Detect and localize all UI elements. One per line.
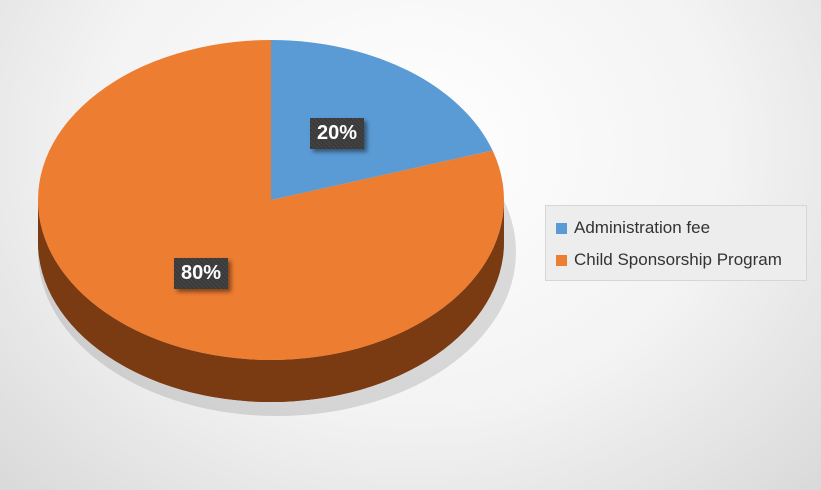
pie-slice-child-sponsorship-program [38, 40, 505, 360]
legend-entry-administration-fee: Administration fee [556, 212, 796, 244]
data-label-child-sponsorship-program: 80% [174, 258, 229, 289]
pie-side-shade-child-sponsorship-program [38, 200, 504, 402]
legend: Administration fee Child Sponsorship Pro… [545, 205, 807, 281]
legend-swatch-administration-fee [556, 222, 567, 234]
legend-label: Administration fee [574, 218, 711, 237]
pie-slice-administration-fee [271, 40, 493, 200]
legend-swatch-child-sponsorship-program [556, 254, 567, 266]
data-label-administration-fee: 20% [310, 118, 365, 149]
legend-label: Child Sponsorship Program [574, 250, 782, 269]
legend-entry-child-sponsorship-program: Child Sponsorship Program [556, 244, 796, 276]
